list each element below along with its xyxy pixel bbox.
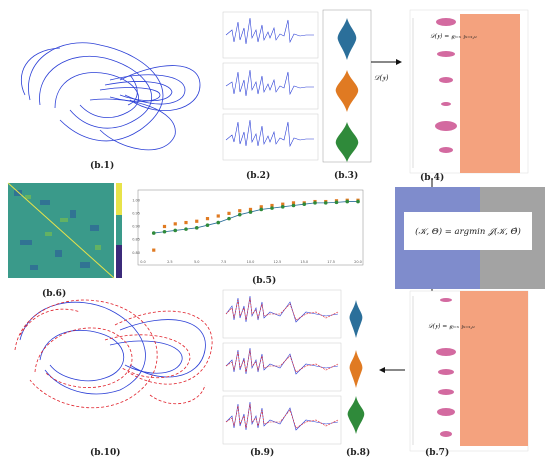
series-1-point bbox=[259, 207, 264, 212]
series-1-point bbox=[270, 206, 274, 210]
series-2-point bbox=[270, 203, 274, 208]
attractor-b10: (b.10) bbox=[14, 299, 213, 458]
series-1-point bbox=[356, 199, 360, 204]
eq-D-y: 𝒟(𝐲) bbox=[374, 74, 389, 82]
series-1-point bbox=[323, 201, 328, 205]
x-tick-label: 10.0 bbox=[247, 260, 255, 264]
label-b10: (b.10) bbox=[90, 447, 120, 458]
timeseries-b9: (b.9) bbox=[222, 289, 342, 458]
series-2-point bbox=[205, 217, 210, 221]
eq-D-y-bottom: 𝒟(𝐲) = 𝒈ⱼ₌ₓ 𝔷ₓ₌ₓ,ᵤ bbox=[428, 323, 475, 330]
heatmap-b6: (b.6) bbox=[7, 182, 122, 299]
series-1-point bbox=[194, 226, 199, 230]
optimization-block: (𝒦, Θ) = argmin 𝒥(𝒦, Θ̂) bbox=[395, 187, 545, 289]
timeseries-b2: (b.2) bbox=[222, 11, 319, 181]
series-2-point bbox=[162, 224, 167, 229]
x-tick-label: 2.5 bbox=[167, 260, 173, 264]
series-1-point bbox=[302, 202, 307, 206]
panel-b7: 𝒟(𝐲) = 𝒈ⱼ₌ₓ 𝔷ₓ₌ₓ,ᵤ (b.7) bbox=[409, 290, 529, 458]
series-2-point bbox=[259, 205, 263, 209]
label-b5: (b.5) bbox=[252, 275, 276, 286]
arrow-b3-to-b4: 𝒟(𝐲) bbox=[371, 59, 402, 82]
label-b8: (b.8) bbox=[346, 447, 370, 458]
series-1-point bbox=[216, 220, 221, 225]
attractor-b1: (b.1) bbox=[21, 42, 201, 171]
series-1-point bbox=[205, 223, 210, 227]
x-tick-label: 17.5 bbox=[327, 260, 335, 264]
panel-b4: 𝒟(𝐲) = 𝒈ⱼ₌ₓ 𝔷ₓ₌ₓ,ᵤ (b.4) bbox=[409, 9, 529, 183]
chart-b5-frame bbox=[137, 189, 364, 266]
x-tick-label: 0.0 bbox=[140, 260, 146, 264]
series-1-point bbox=[184, 227, 188, 231]
y-tick-label: 0.95 bbox=[132, 211, 140, 215]
series-1-point bbox=[334, 200, 339, 205]
series-1-point bbox=[173, 228, 178, 233]
series-2-point bbox=[173, 222, 177, 226]
series-2-point bbox=[152, 248, 156, 252]
series-1-point bbox=[151, 231, 156, 235]
x-tick-label: 15.0 bbox=[300, 260, 308, 264]
y-tick-label: 0.80 bbox=[132, 251, 140, 255]
label-b3: (b.3) bbox=[334, 170, 358, 181]
label-b9: (b.9) bbox=[250, 447, 274, 458]
y-tick-label: 0.85 bbox=[132, 238, 140, 242]
series-1-point bbox=[162, 229, 167, 234]
label-b1: (b.1) bbox=[90, 160, 114, 171]
series-2-point bbox=[216, 214, 220, 218]
y-tick-label: 1.00 bbox=[132, 198, 140, 202]
label-b7: (b.7) bbox=[425, 447, 449, 458]
series-1-point bbox=[291, 203, 296, 208]
label-b2: (b.2) bbox=[246, 170, 270, 181]
eq-argmin: (𝒦, Θ) = argmin 𝒥(𝒦, Θ̂) bbox=[415, 226, 521, 237]
violins-b3: (b.3) bbox=[322, 9, 372, 181]
series-2-point bbox=[291, 201, 296, 205]
eq-D-y-top: 𝒟(𝐲) = 𝒈ⱼ₌ₓ 𝔷ₓ₌ₓ,ᵤ bbox=[430, 33, 477, 40]
arrow-b7-to-b8 bbox=[379, 367, 405, 373]
series-1-point bbox=[227, 216, 231, 221]
x-tick-label: 5.0 bbox=[194, 260, 200, 264]
x-tick-label: 12.5 bbox=[273, 260, 281, 264]
x-tick-label: 7.5 bbox=[221, 260, 227, 264]
label-b6: (b.6) bbox=[42, 288, 66, 299]
violins-b8: (b.8) bbox=[346, 300, 370, 458]
series-2-point bbox=[281, 202, 285, 206]
series-1-point bbox=[313, 201, 317, 205]
y-tick-label: 0.90 bbox=[132, 225, 140, 229]
series-2-point bbox=[227, 211, 231, 215]
series-1-point bbox=[345, 199, 350, 204]
series-1-point bbox=[280, 205, 285, 209]
series-1-point bbox=[248, 210, 253, 214]
series-2-point bbox=[184, 220, 188, 225]
chart-b5: 0.80 0.85 0.90 0.95 1.00 0.0 2.5 5.0 7.5 10.0 12.5… bbox=[132, 189, 364, 286]
label-b4: (b.4) bbox=[420, 172, 444, 183]
series-2-point bbox=[248, 207, 253, 212]
series-2-point bbox=[195, 219, 199, 223]
series-2-point bbox=[238, 209, 242, 213]
x-tick-label: 20.0 bbox=[354, 260, 362, 264]
series-1-point bbox=[237, 212, 242, 217]
